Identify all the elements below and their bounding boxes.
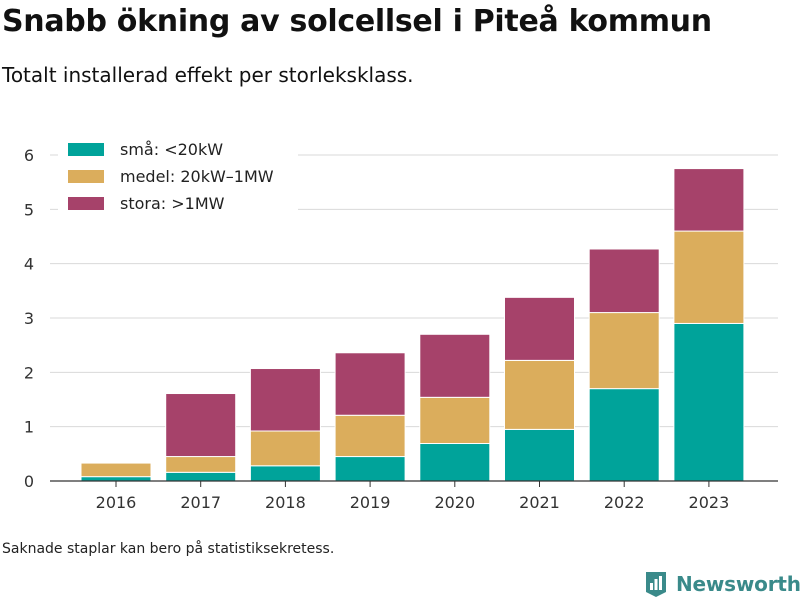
bar-segment: [504, 428, 575, 482]
x-tick-label: 2017: [180, 493, 221, 512]
footnote: Saknade staplar kan bero på statistiksek…: [2, 541, 335, 557]
bars: [80, 168, 745, 482]
bar-segment: [588, 248, 660, 314]
chart-subtitle: Totalt installerad effekt per storlekskl…: [2, 63, 414, 87]
bar-segment: [334, 456, 406, 482]
bar-segment: [165, 456, 237, 473]
bar-segment: [249, 430, 321, 467]
y-tick-label: 0: [24, 472, 34, 491]
legend-label: medel: 20kW–1MW: [120, 167, 274, 186]
legend-swatch: [68, 197, 104, 210]
y-tick-label: 2: [24, 363, 34, 382]
y-axis-ticks: 0 1 2 3 4 5 6: [24, 146, 34, 491]
newsworthy-logo-icon: [646, 572, 666, 597]
legend-label: stora: >1MW: [120, 194, 225, 213]
bar-segment: [504, 359, 575, 430]
bar-segment: [80, 476, 152, 482]
bar-segment: [673, 230, 745, 324]
bar-segment: [673, 168, 745, 232]
bar-segment: [334, 352, 406, 416]
bar-segment: [249, 368, 321, 432]
legend-label: små: <20kW: [120, 140, 223, 159]
legend-swatch: [68, 143, 104, 156]
x-tick-label: 2019: [350, 493, 391, 512]
bar-segment: [165, 471, 237, 482]
bar-segment: [419, 443, 491, 482]
bar-segment: [165, 393, 237, 458]
bar-segment: [419, 396, 491, 445]
brand-name: Newsworthy: [676, 572, 800, 596]
bar-segment: [334, 414, 406, 458]
stacked-bar-chart: 0 1 2 3 4 5 6 2016 2017 2018 2019 2020 2021 2022 2023…: [23, 133, 778, 512]
bar-segment: [504, 296, 575, 361]
y-tick-label: 4: [24, 255, 34, 274]
y-tick-label: 6: [24, 146, 34, 165]
bar-segment: [673, 322, 745, 482]
bar-segment: [80, 462, 152, 478]
bar-segment: [588, 388, 660, 482]
bar-segment: [419, 333, 491, 398]
x-axis-ticks: 2016 2017 2018 2019 2020 2021 2022 2023: [96, 481, 730, 512]
x-tick-label: 2016: [96, 493, 137, 512]
y-tick-label: 5: [24, 200, 34, 219]
y-tick-label: 3: [24, 309, 34, 328]
x-tick-label: 2018: [265, 493, 306, 512]
x-tick-label: 2022: [604, 493, 645, 512]
chart-title: Snabb ökning av solcellsel i Piteå kommu…: [2, 4, 712, 39]
bar-segment: [588, 312, 660, 390]
legend: små: <20kW medel: 20kW–1MW stora: >1MW: [58, 133, 298, 215]
x-tick-label: 2023: [689, 493, 730, 512]
y-tick-label: 1: [24, 418, 34, 437]
x-tick-label: 2021: [519, 493, 560, 512]
bar-segment: [249, 465, 321, 482]
x-tick-label: 2020: [434, 493, 475, 512]
brand-logo: Newsworthy: [644, 569, 800, 599]
legend-swatch: [68, 170, 104, 183]
